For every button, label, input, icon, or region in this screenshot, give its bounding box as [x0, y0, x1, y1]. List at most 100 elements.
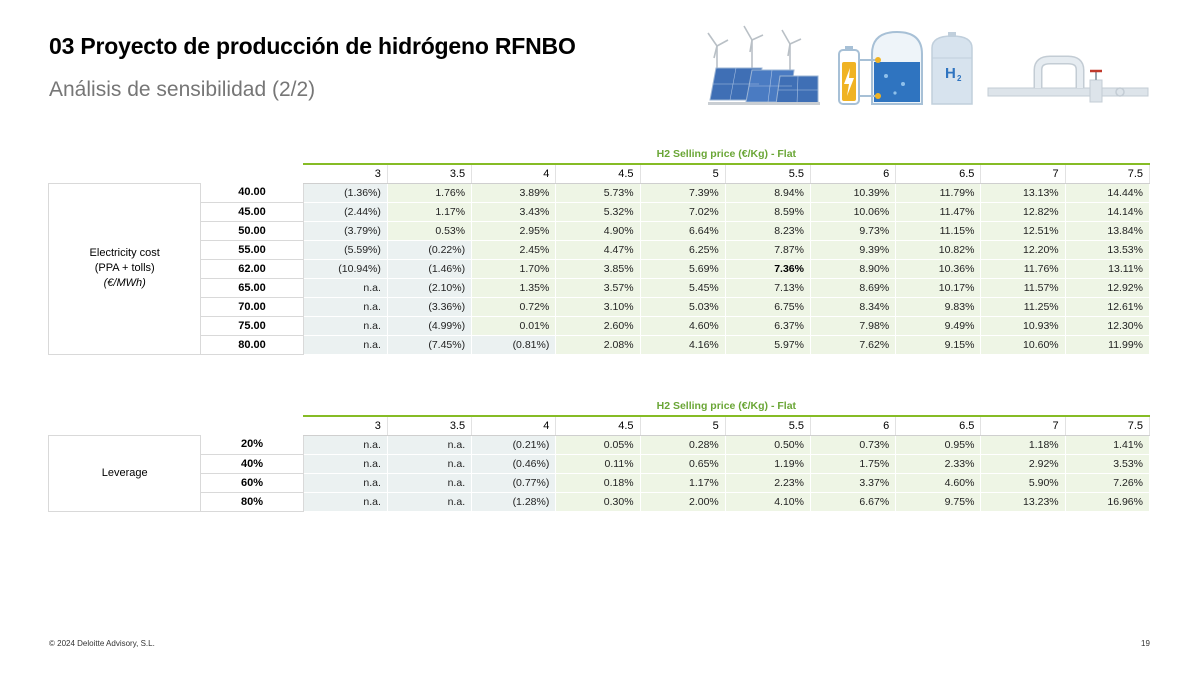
table-cell: 12.92% [1065, 278, 1151, 298]
table-cell: 12.61% [1065, 297, 1151, 317]
table-cell: (10.94%) [303, 259, 388, 279]
table-cell: 13.84% [1065, 221, 1151, 241]
table-cell: 3.57% [555, 278, 641, 298]
column-header: 4 [471, 416, 557, 436]
column-header: 6.5 [895, 416, 982, 436]
table-cell: 14.14% [1065, 202, 1151, 222]
table-cell: 0.73% [810, 435, 897, 455]
table-cell: 5.45% [640, 278, 726, 298]
table-row: 40% n.a. n.a. (0.46%) 0.11% 0.65% 1.19% 1.75% 2.… [49, 454, 1151, 474]
table-cell: 7.13% [725, 278, 811, 298]
table-cell: 4.10% [725, 492, 811, 512]
table-cell: n.a. [387, 473, 473, 493]
table-cell: (1.36%) [303, 183, 388, 203]
column-header: 3.5 [387, 416, 473, 436]
table-cell: (1.28%) [471, 492, 557, 512]
sensitivity-table-leverage: H2 Selling price (€/Kg) - Flat 3 3.5 4 4.5 5… [47, 397, 1151, 512]
table-cell: 2.45% [471, 240, 557, 260]
table-cell: 7.02% [640, 202, 726, 222]
table-cell: 7.39% [640, 183, 726, 203]
table-cell: 12.51% [980, 221, 1066, 241]
column-header: 3 [303, 164, 388, 184]
table-cell: 5.73% [555, 183, 641, 203]
table-cell: 3.85% [555, 259, 641, 279]
table-cell: 6.64% [640, 221, 726, 241]
column-header: 5.5 [725, 416, 811, 436]
table-cell: 0.28% [640, 435, 726, 455]
table-cell: 8.59% [725, 202, 811, 222]
table-cell: 3.89% [471, 183, 557, 203]
category-unit: (€/MWh) [103, 277, 146, 289]
table-cell: 1.17% [640, 473, 726, 493]
sensitivity-table-electricity-cost: H2 Selling price (€/Kg) - Flat 3 3.5 4 4.5 5… [47, 145, 1151, 355]
column-header: 7 [980, 164, 1066, 184]
electrolyzer-icon [859, 30, 923, 105]
table-row: 75.00 n.a. (4.99%) 0.01% 2.60% 4.60% 6.37% 7.98… [49, 316, 1151, 336]
table-cell: 5.32% [555, 202, 641, 222]
table-cell: 9.73% [810, 221, 897, 241]
table-cell: 0.30% [555, 492, 641, 512]
table-cell: 0.65% [640, 454, 726, 474]
category-line: Leverage [101, 466, 148, 479]
table-cell: (0.81%) [471, 335, 557, 355]
table-cell: (7.45%) [387, 335, 473, 355]
table-cell: n.a. [303, 335, 388, 355]
table-cell: 10.82% [895, 240, 982, 260]
row-label: 70.00 [200, 297, 304, 317]
table-cell: (2.44%) [303, 202, 388, 222]
table-cell: 13.53% [1065, 240, 1151, 260]
table-cell: 11.99% [1065, 335, 1151, 355]
table-row: 65.00 n.a. (2.10%) 1.35% 3.57% 5.45% 7.13% 8.69… [49, 278, 1151, 298]
table-cell: 10.36% [895, 259, 982, 279]
table-row: 60% n.a. n.a. (0.77%) 0.18% 1.17% 2.23% 3.37% 4.… [49, 473, 1151, 493]
table-cell: 16.96% [1065, 492, 1151, 512]
table-cell: 0.50% [725, 435, 811, 455]
table-cell: 8.90% [810, 259, 897, 279]
table-cell: 6.75% [725, 297, 811, 317]
table-cell: 9.83% [895, 297, 982, 317]
table-cell: (5.59%) [303, 240, 388, 260]
table-cell: 2.33% [895, 454, 982, 474]
table-row: Electricity cost (PPA + tolls) (€/MWh) 40.0… [47, 182, 1151, 355]
column-header: 6 [810, 164, 897, 184]
table-cell: 11.47% [895, 202, 982, 222]
table-cell: n.a. [387, 492, 473, 512]
table-cell: n.a. [303, 278, 388, 298]
table-cell: 13.11% [1065, 259, 1151, 279]
table-cell: 11.76% [980, 259, 1066, 279]
table-cell: 13.13% [980, 183, 1066, 203]
table-row: 80% n.a. n.a. (1.28%) 0.30% 2.00% 4.10% 6.67% 9.… [49, 492, 1151, 512]
table-cell: 0.72% [471, 297, 557, 317]
table-cell: (0.22%) [387, 240, 473, 260]
column-header: 4.5 [555, 416, 641, 436]
table-header-title: H2 Selling price (€/Kg) - Flat [303, 145, 1150, 165]
table-cell: 14.44% [1065, 183, 1151, 203]
table-cell: 5.90% [980, 473, 1066, 493]
table-row: 80.00 n.a. (7.45%) (0.81%) 2.08% 4.16% 5.97% 7.… [49, 335, 1151, 355]
table-cell: 12.30% [1065, 316, 1151, 336]
table-cell: 2.23% [725, 473, 811, 493]
table-cell: n.a. [303, 435, 388, 455]
row-category-label: Leverage [47, 434, 202, 512]
table-cell: n.a. [303, 297, 388, 317]
table-row: 55.00 (5.59%) (0.22%) 2.45% 4.47% 6.25% 7.87% 9… [49, 240, 1151, 260]
table-cell: 4.90% [555, 221, 641, 241]
table-cell: 3.37% [810, 473, 897, 493]
column-header: 6.5 [895, 164, 982, 184]
table-cell: n.a. [303, 473, 388, 493]
table-cell: 0.53% [387, 221, 473, 241]
row-label: 50.00 [200, 221, 304, 241]
row-label: 80.00 [200, 335, 304, 355]
table-cell: 0.01% [471, 316, 557, 336]
table-cell: 8.34% [810, 297, 897, 317]
table-cell: 8.69% [810, 278, 897, 298]
copyright: © 2024 Deloitte Advisory, S.L. [49, 639, 155, 648]
page-number: 19 [1141, 639, 1150, 648]
table-cell: 2.00% [640, 492, 726, 512]
hydrogen-production-illustration: H 2 [707, 25, 1149, 105]
table-cell: 11.15% [895, 221, 982, 241]
table-cell: 11.25% [980, 297, 1066, 317]
table-cell: 1.19% [725, 454, 811, 474]
wind-turbine-icon [707, 25, 802, 80]
table-cell: 11.79% [895, 183, 982, 203]
